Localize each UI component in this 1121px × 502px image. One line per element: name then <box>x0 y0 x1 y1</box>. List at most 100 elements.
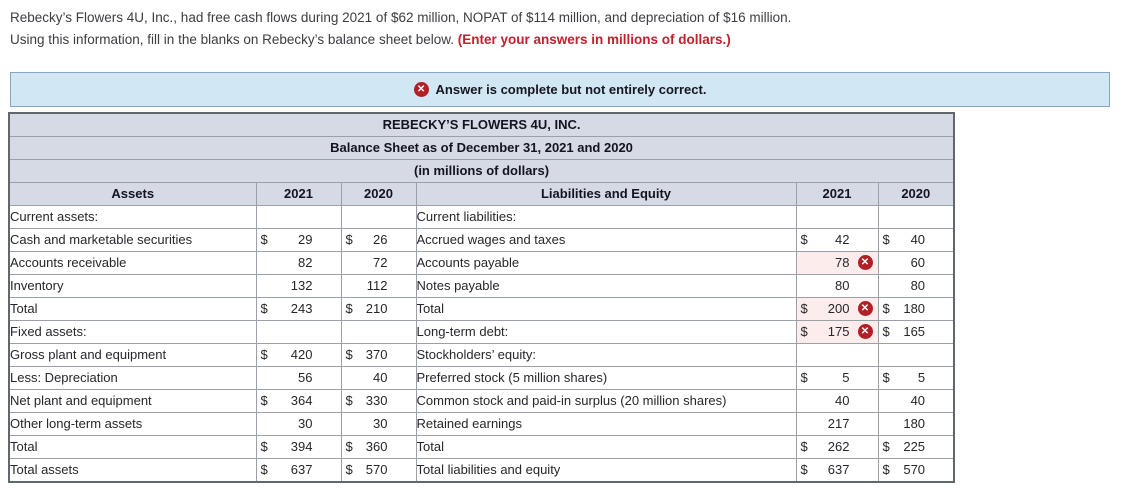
cell-depreciation-2021: 56 <box>255 365 342 390</box>
currency-symbol: $ <box>882 369 890 385</box>
cell-equity-total-2021: $262 <box>795 434 879 459</box>
label-current-liabilities-total: Total <box>415 296 797 321</box>
currency-symbol: $ <box>800 323 808 339</box>
cell-gross-plant-2020: $370 <box>340 342 417 367</box>
cell-current-assets-2020 <box>340 204 417 229</box>
currency-symbol: $ <box>345 346 353 362</box>
balance-sheet-table: REBECKY’S FLOWERS 4U, INC. Balance Sheet… <box>8 112 956 483</box>
cell-current-liabilities-2020 <box>877 204 955 229</box>
cell-net-plant-2020: $330 <box>340 388 417 413</box>
cell-notes-payable-2021: 80 <box>795 273 879 298</box>
table-header-row: Assets 2021 2020 Liabilities and Equity … <box>8 181 955 206</box>
cell-retained-earnings-2021: 217 <box>795 411 879 436</box>
currency-symbol: $ <box>260 231 268 247</box>
cell-accounts-receivable-2020: 72 <box>340 250 417 275</box>
value: 360 <box>365 438 388 454</box>
problem-statement-line2: Using this information, fill in the blan… <box>10 29 791 51</box>
currency-symbol: $ <box>882 231 890 247</box>
value: 80 <box>835 277 850 293</box>
cell-current-liabilities-total-2021-incorrect: $200 ✕ <box>795 296 879 321</box>
table-row: Less: Depreciation 56 40 Preferred stock… <box>8 365 955 390</box>
currency-symbol: $ <box>800 461 808 477</box>
value: 40 <box>910 392 926 408</box>
cell-current-liabilities-total-2020: $180 <box>877 296 955 321</box>
value: 56 <box>298 369 313 385</box>
value: 5 <box>917 369 926 385</box>
label-equity-total: Total <box>415 434 797 459</box>
cell-accrued-wages-2020: $40 <box>877 227 955 252</box>
cell-total-assets-2020: $570 <box>340 457 417 482</box>
cell-current-assets-2021 <box>255 204 342 229</box>
col-header-liab-2020: 2020 <box>877 181 955 206</box>
col-header-assets-2020: 2020 <box>340 181 417 206</box>
value: 132 <box>290 277 313 293</box>
cell-accounts-payable-2020: 60 <box>877 250 955 275</box>
value: 78 <box>835 254 850 270</box>
cell-long-term-debt-2020: $165 <box>877 319 955 344</box>
cell-common-stock-2021: 40 <box>795 388 879 413</box>
value: 364 <box>290 392 313 408</box>
label-other-long-term-assets: Other long-term assets <box>8 411 257 436</box>
currency-symbol: $ <box>800 300 808 316</box>
value: 40 <box>910 231 926 247</box>
value: 570 <box>903 461 926 477</box>
value: 175 <box>827 323 850 339</box>
table-row: Total assets $637 $570 Total liabilities… <box>8 457 955 482</box>
problem-statement: Rebecky’s Flowers 4U, Inc., had free cas… <box>10 7 791 50</box>
cell-preferred-stock-2020: $5 <box>877 365 955 390</box>
instruction-emphasis: (Enter your answers in millions of dolla… <box>457 31 731 47</box>
label-notes-payable: Notes payable <box>415 273 797 298</box>
value: 637 <box>827 461 850 477</box>
currency-symbol: $ <box>800 438 808 454</box>
cell-current-liabilities-2021 <box>795 204 879 229</box>
label-gross-plant: Gross plant and equipment <box>8 342 257 367</box>
cell-current-assets-total-2021: $243 <box>255 296 342 321</box>
cell-long-term-debt-2021-incorrect: $175 ✕ <box>795 319 879 344</box>
table-row: Other long-term assets 30 30 Retained ea… <box>8 411 955 436</box>
value: 200 <box>827 300 850 316</box>
problem-statement-line1: Rebecky’s Flowers 4U, Inc., had free cas… <box>10 10 792 25</box>
cell-common-stock-2020: 40 <box>877 388 955 413</box>
value: 42 <box>835 231 850 247</box>
table-row: Gross plant and equipment $420 $370 Stoc… <box>8 342 955 367</box>
value: 40 <box>835 392 850 408</box>
cell-preferred-stock-2021: $5 <box>795 365 879 390</box>
value: 29 <box>298 231 313 247</box>
currency-symbol: $ <box>800 231 808 247</box>
table-row: Current assets: Current liabilities: <box>8 204 955 229</box>
value: 243 <box>290 300 313 316</box>
label-accounts-payable: Accounts payable <box>415 250 797 275</box>
table-row: Total $394 $360 Total $262 $225 <box>8 434 955 459</box>
cell-total-liabilities-equity-2020: $570 <box>877 457 955 482</box>
label-fixed-assets-total: Total <box>8 434 257 459</box>
currency-symbol: $ <box>260 346 268 362</box>
currency-symbol: $ <box>882 300 890 316</box>
currency-symbol: $ <box>882 323 890 339</box>
label-current-assets-total: Total <box>8 296 257 321</box>
value: 112 <box>366 277 388 293</box>
company-name: REBECKY’S FLOWERS 4U, INC. <box>8 112 955 137</box>
currency-symbol: $ <box>800 369 808 385</box>
currency-symbol: $ <box>260 461 268 477</box>
cell-depreciation-2020: 40 <box>340 365 417 390</box>
table-row: Total $243 $210 Total $200 ✕ $180 <box>8 296 955 321</box>
value: 165 <box>903 323 926 339</box>
value: 30 <box>373 415 388 431</box>
error-icon: ✕ <box>857 324 873 339</box>
value: 420 <box>290 346 313 362</box>
value: 72 <box>373 254 388 270</box>
cell-retained-earnings-2020: 180 <box>877 411 955 436</box>
label-accounts-receivable: Accounts receivable <box>8 250 257 275</box>
label-long-term-debt: Long-term debt: <box>415 319 797 344</box>
table-row-company: REBECKY’S FLOWERS 4U, INC. <box>8 112 955 137</box>
label-accrued-wages: Accrued wages and taxes <box>415 227 797 252</box>
value: 40 <box>373 369 388 385</box>
value: 30 <box>298 415 313 431</box>
cell-total-assets-2021: $637 <box>255 457 342 482</box>
cell-inventory-2020: 112 <box>340 273 417 298</box>
statement-title: Balance Sheet as of December 31, 2021 an… <box>8 135 955 160</box>
cell-cash-2020: $26 <box>340 227 417 252</box>
value: 370 <box>365 346 388 362</box>
value: 26 <box>373 231 388 247</box>
currency-symbol: $ <box>345 392 353 408</box>
